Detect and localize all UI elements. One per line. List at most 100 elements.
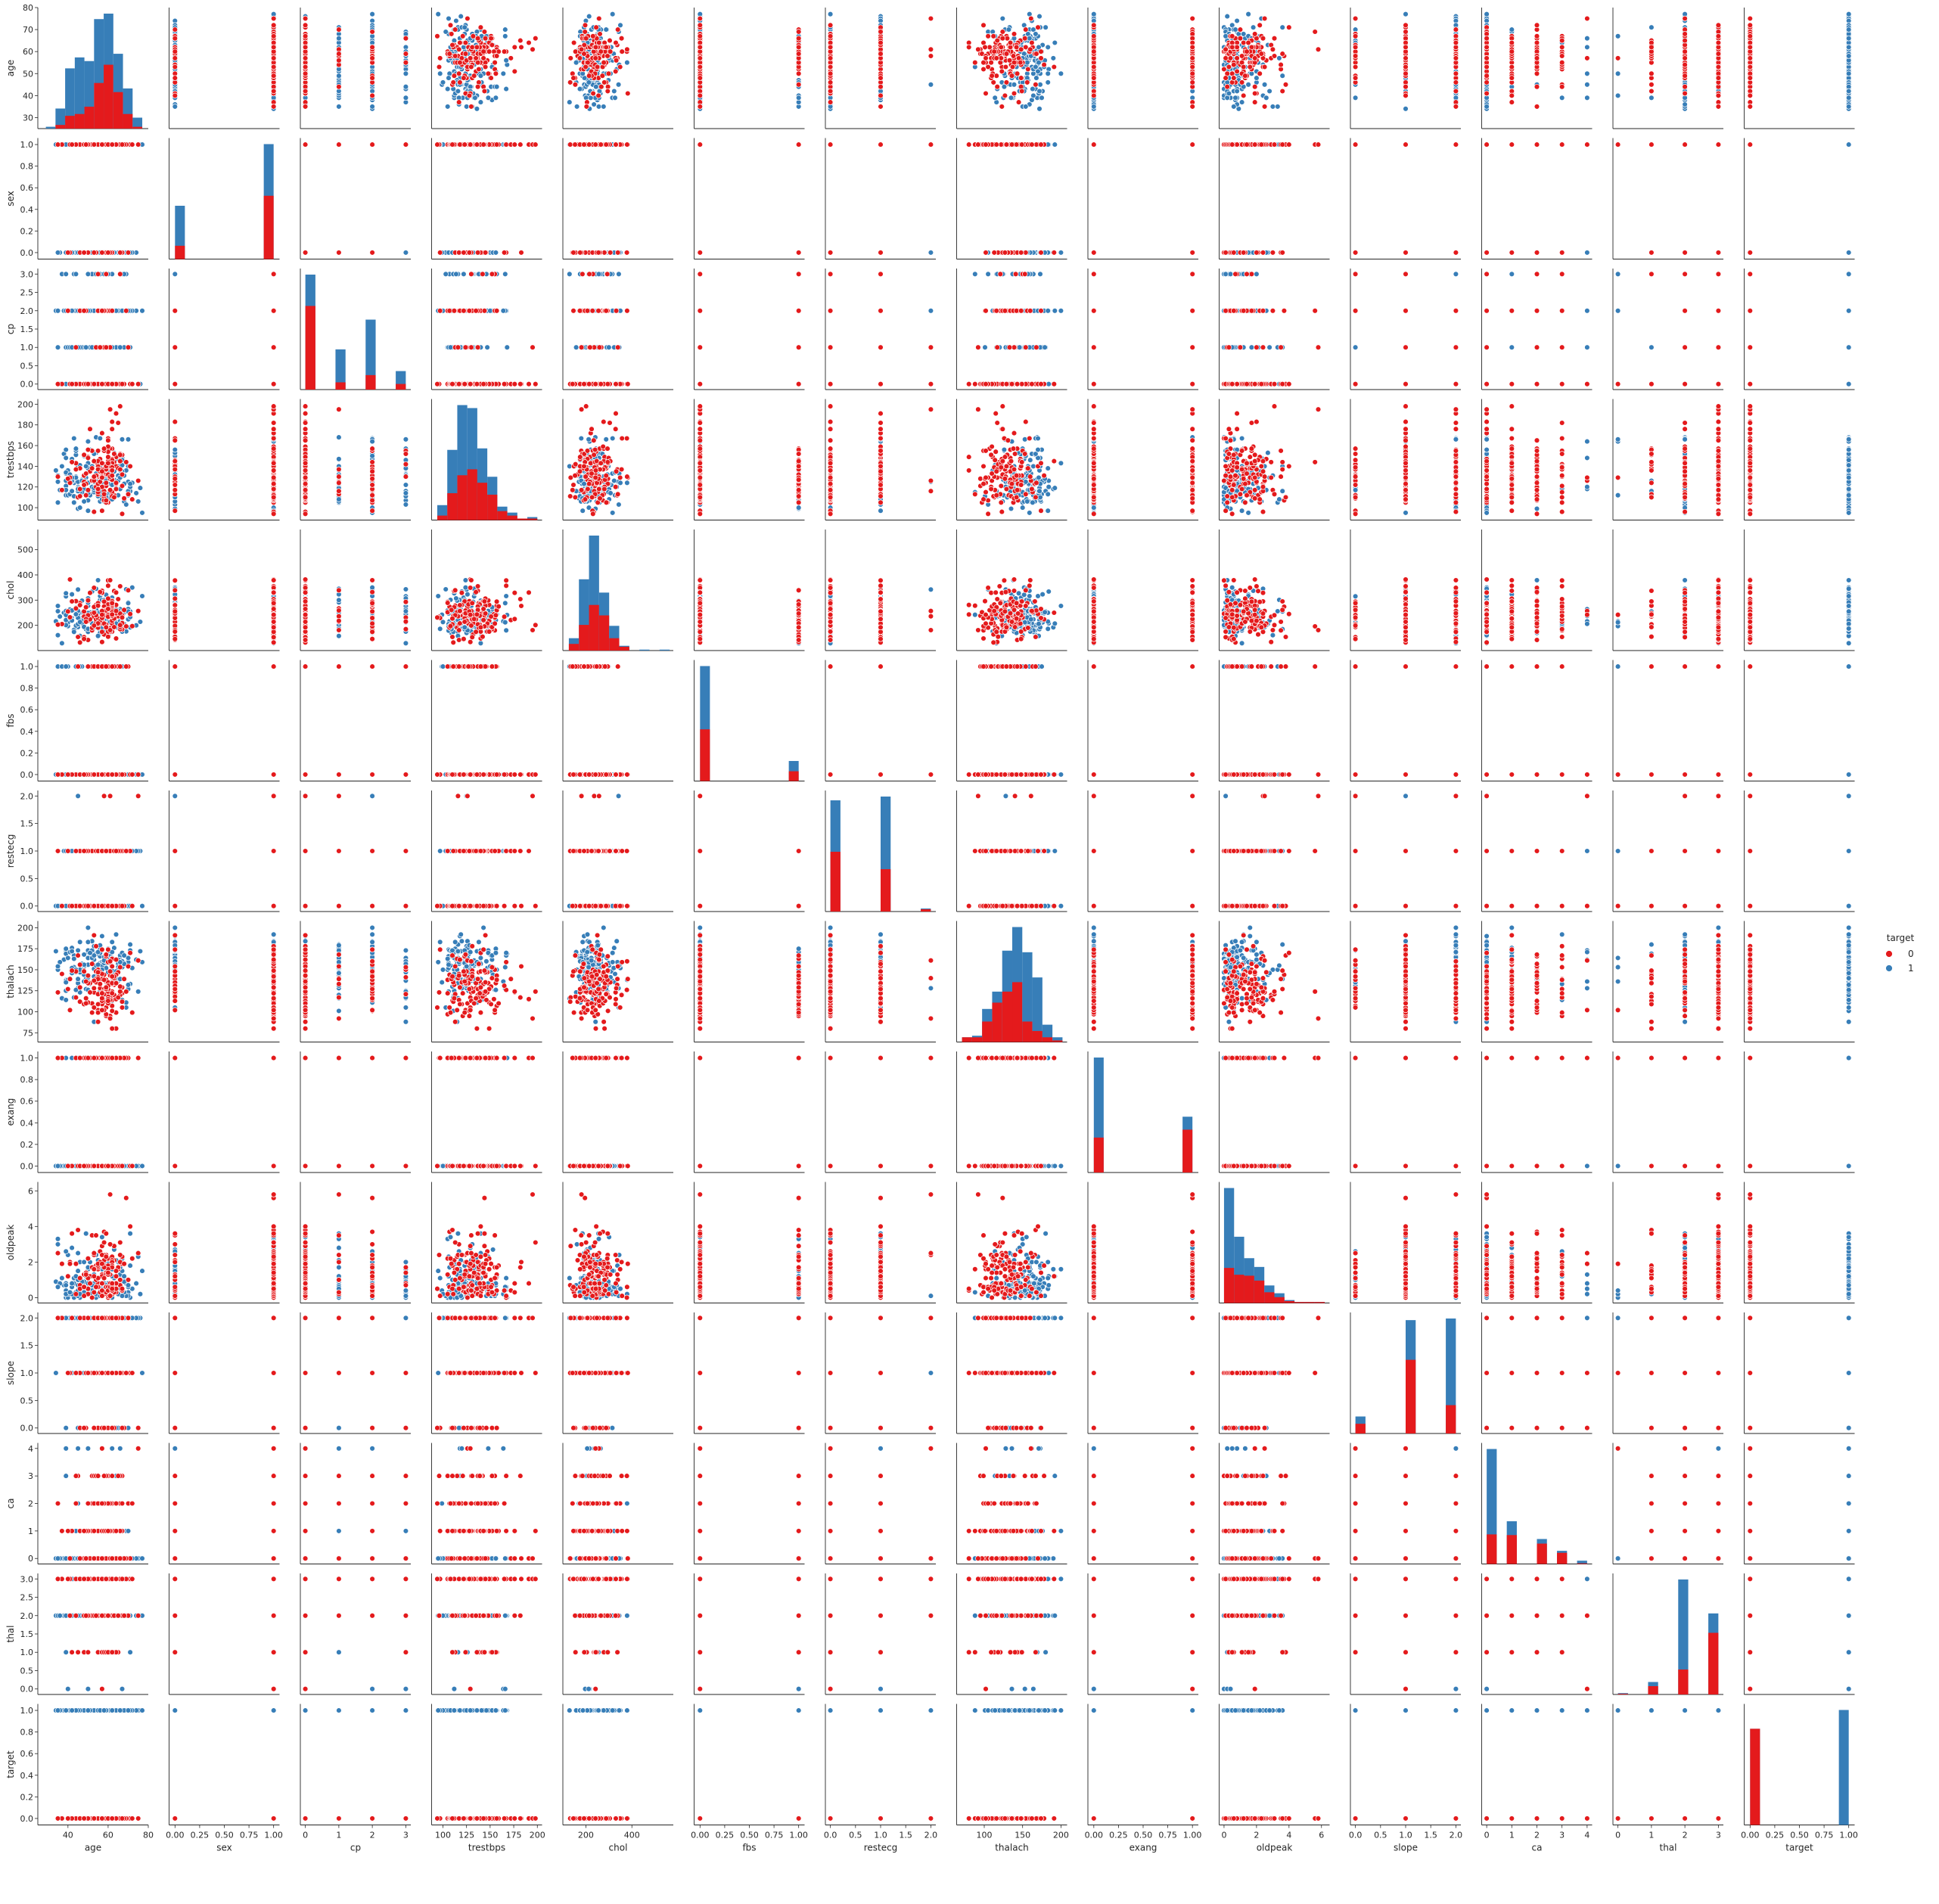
point-target-0 [452, 27, 458, 33]
point-target-0 [469, 104, 474, 110]
point-target-0 [463, 40, 468, 45]
point-target-1 [440, 80, 446, 85]
point-target-0 [435, 33, 440, 39]
point-target-0 [403, 36, 409, 41]
point-target-0 [456, 47, 461, 52]
point-target-0 [456, 71, 461, 76]
point-target-0 [468, 56, 473, 61]
point-target-0 [471, 33, 476, 39]
y-tick-label: 70 [23, 25, 33, 35]
y-tick-label: 60 [23, 47, 33, 57]
point-target-0 [449, 32, 454, 37]
point-target-0 [517, 38, 523, 43]
point-target-1 [337, 73, 342, 79]
point-target-0 [172, 27, 178, 33]
point-target-0 [303, 64, 308, 70]
point-target-0 [370, 45, 375, 50]
point-target-0 [271, 64, 276, 70]
point-target-0 [370, 56, 375, 61]
hist-bar-target-0 [85, 107, 95, 129]
point-target-1 [337, 104, 342, 110]
y-tick-label: 40 [23, 91, 33, 101]
point-target-0 [303, 56, 308, 61]
point-target-1 [502, 27, 508, 33]
point-target-1 [446, 76, 452, 81]
point-target-0 [465, 16, 471, 21]
point-target-0 [474, 45, 480, 50]
point-target-0 [452, 54, 458, 59]
point-target-0 [489, 36, 494, 41]
point-target-0 [486, 49, 492, 54]
point-target-0 [463, 51, 468, 57]
point-target-0 [474, 56, 479, 61]
point-target-1 [502, 33, 508, 39]
point-target-0 [481, 49, 486, 54]
point-target-0 [437, 64, 442, 70]
point-target-0 [370, 30, 375, 35]
point-target-1 [464, 104, 469, 110]
point-target-1 [436, 11, 441, 17]
point-target-1 [446, 16, 452, 21]
point-target-0 [303, 89, 308, 94]
point-target-0 [527, 40, 532, 45]
panel-age-vs-chol [563, 8, 673, 129]
point-target-0 [337, 84, 342, 89]
point-target-0 [303, 45, 308, 50]
point-target-1 [474, 106, 480, 111]
point-target-0 [458, 60, 463, 65]
point-target-0 [337, 51, 342, 57]
point-target-0 [271, 104, 276, 110]
point-target-0 [508, 56, 514, 61]
point-target-0 [303, 33, 308, 39]
point-target-0 [461, 76, 467, 81]
y-tick-label: 80 [23, 3, 33, 13]
point-target-0 [471, 73, 477, 79]
point-target-0 [403, 60, 409, 65]
point-target-1 [403, 95, 409, 101]
panel-age-vs-cp [300, 8, 411, 129]
point-target-0 [530, 47, 536, 52]
point-target-1 [172, 104, 178, 110]
point-target-1 [445, 86, 450, 92]
point-target-0 [303, 104, 308, 110]
point-target-0 [271, 56, 276, 61]
point-target-1 [445, 104, 450, 110]
point-target-0 [450, 42, 455, 48]
point-target-1 [567, 100, 572, 105]
panel-age-vs-trestbps [432, 8, 542, 129]
point-target-1 [486, 95, 491, 101]
point-target-0 [452, 73, 457, 79]
point-target-1 [478, 100, 483, 105]
point-target-1 [596, 104, 601, 110]
point-target-1 [625, 60, 630, 65]
point-target-0 [403, 51, 409, 57]
panel-grid: 304050607080age0.00.20.40.60.81.0sex0.00… [5, 3, 1858, 1853]
point-target-1 [462, 25, 468, 30]
point-target-0 [303, 16, 308, 21]
point-target-0 [458, 80, 463, 85]
point-target-1 [478, 73, 483, 79]
point-target-0 [483, 64, 488, 70]
point-target-0 [172, 93, 178, 98]
point-target-0 [512, 69, 517, 74]
point-target-0 [493, 60, 498, 65]
point-target-0 [458, 40, 463, 45]
hist-bar-target-0 [55, 125, 65, 129]
point-target-0 [437, 56, 443, 61]
point-target-0 [271, 73, 276, 79]
point-target-1 [455, 89, 461, 94]
point-target-1 [504, 86, 509, 92]
panel-age-vs-sex [169, 8, 280, 129]
point-target-1 [504, 57, 509, 63]
point-target-1 [403, 71, 409, 76]
point-target-0 [370, 76, 375, 81]
y-tick-label: 30 [23, 113, 33, 123]
point-target-0 [337, 57, 342, 63]
point-target-1 [370, 104, 375, 110]
hist-bar-target-0 [65, 116, 75, 129]
point-target-0 [303, 71, 308, 76]
point-target-0 [271, 23, 276, 28]
hist-bar-target-0 [132, 127, 142, 129]
point-target-0 [271, 16, 276, 21]
